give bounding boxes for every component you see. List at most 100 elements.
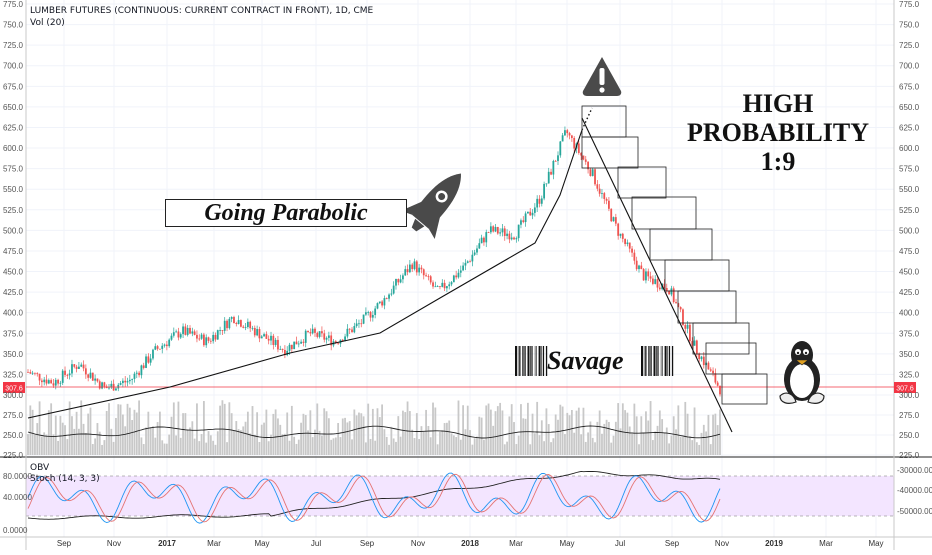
volume-bar bbox=[226, 442, 228, 455]
volume-bar bbox=[209, 435, 212, 455]
volume-bar bbox=[436, 444, 439, 455]
volume-bar bbox=[564, 434, 566, 455]
candle-body bbox=[462, 265, 465, 271]
volume-bar bbox=[501, 410, 504, 455]
time-axis[interactable]: Sep Nov 2017 Mar May Jul Sep Nov 2018 Mar May Jul Se… bbox=[57, 539, 884, 548]
price-tick-label-left: 625.0 bbox=[3, 123, 24, 132]
time-tick-label: May bbox=[254, 539, 269, 548]
candle-body bbox=[50, 380, 53, 384]
barcode-bar bbox=[641, 346, 643, 376]
candle-body bbox=[584, 159, 587, 162]
volume-bar bbox=[536, 401, 539, 455]
volume-bar bbox=[221, 400, 224, 455]
volume-bar bbox=[66, 439, 69, 455]
volume-bar bbox=[404, 412, 407, 455]
time-tick-label: May bbox=[559, 539, 574, 548]
volume-bar bbox=[483, 439, 485, 455]
candle-body bbox=[520, 220, 522, 225]
candle-body bbox=[293, 341, 296, 350]
volume-bar bbox=[256, 412, 259, 455]
volume-bar bbox=[103, 440, 106, 455]
volume-bar bbox=[84, 433, 87, 455]
candle-body bbox=[545, 183, 548, 185]
candle-body bbox=[142, 365, 145, 368]
time-tick-label: 2017 bbox=[158, 539, 176, 548]
price-tick-label-left: 550.0 bbox=[3, 185, 24, 194]
candle-body bbox=[327, 335, 330, 338]
volume-bar bbox=[411, 429, 414, 455]
candle-body bbox=[45, 379, 48, 384]
candle-body bbox=[686, 324, 689, 329]
barcode-bar bbox=[658, 346, 659, 376]
volume-bar bbox=[378, 417, 381, 455]
volume-bar bbox=[61, 422, 64, 455]
candle-body bbox=[536, 198, 539, 208]
volume-bar bbox=[388, 444, 390, 455]
volume-bar bbox=[323, 408, 326, 455]
volume-bar bbox=[656, 425, 659, 455]
price-tick-label: 750.0 bbox=[899, 21, 920, 30]
volume-bar bbox=[228, 402, 231, 455]
volume-bar bbox=[154, 437, 157, 455]
candle-body bbox=[406, 269, 409, 273]
volume-bar bbox=[573, 432, 576, 455]
candle-body bbox=[638, 265, 640, 270]
volume-bar bbox=[552, 438, 555, 455]
price-tick-label: 275.0 bbox=[899, 411, 920, 420]
candle-body bbox=[249, 321, 252, 329]
obv-path bbox=[27, 470, 721, 520]
volume-legend[interactable]: Vol (20) bbox=[30, 18, 65, 28]
volume-bar bbox=[344, 417, 346, 455]
candle-body bbox=[156, 346, 159, 349]
obv-legend[interactable]: OBV bbox=[30, 463, 50, 473]
stoch-d-line bbox=[27, 473, 721, 523]
candle-body bbox=[709, 369, 712, 371]
candle-body bbox=[434, 286, 437, 288]
candle-body bbox=[411, 264, 414, 270]
trend-line bbox=[581, 117, 733, 433]
candle-body bbox=[263, 334, 265, 337]
volume-bar bbox=[508, 416, 511, 455]
candle-body bbox=[515, 238, 518, 240]
candle-body bbox=[73, 364, 76, 367]
symbol-title[interactable]: LUMBER FUTURES (CONTINUOUS: CURRENT CONT… bbox=[30, 6, 374, 16]
volume-bar bbox=[369, 438, 372, 455]
price-axis-left[interactable]: 775.0 750.0 725.0 700.0 675.0 650.0 625.0 600.0… bbox=[3, 0, 24, 460]
time-tick-label: Jul bbox=[615, 539, 625, 548]
candle-body bbox=[485, 232, 488, 243]
barcode-bar bbox=[650, 346, 652, 376]
volume-bar bbox=[279, 424, 282, 455]
candle-body bbox=[223, 320, 226, 331]
volume-bar bbox=[605, 419, 608, 455]
volume-bar bbox=[147, 411, 150, 455]
candle-body bbox=[695, 340, 698, 354]
volume-bar bbox=[642, 432, 645, 455]
candle-body bbox=[316, 332, 319, 337]
candle-body bbox=[341, 339, 344, 342]
price-tick-label-left: 650.0 bbox=[3, 103, 24, 112]
candle-body bbox=[66, 374, 69, 376]
volume-bar bbox=[665, 427, 668, 455]
volume-bar bbox=[327, 418, 330, 455]
volume-bar bbox=[240, 430, 242, 455]
price-axis[interactable]: 775.0 750.0 725.0 700.0 675.0 650.0 625.0 600.0… bbox=[899, 0, 920, 460]
volume-bar bbox=[260, 424, 263, 455]
volume-bar bbox=[485, 405, 488, 455]
candle-body bbox=[436, 286, 439, 287]
volume-bar bbox=[334, 437, 337, 455]
price-tick-label-left: 750.0 bbox=[3, 21, 24, 30]
volume-bar bbox=[471, 444, 474, 455]
volume-bar bbox=[274, 409, 277, 455]
volume-bar bbox=[682, 436, 684, 455]
candle-body bbox=[499, 232, 502, 234]
price-tick-label: 625.0 bbox=[899, 123, 920, 132]
candle-body bbox=[443, 282, 446, 289]
candle-body bbox=[205, 337, 208, 346]
candle-body bbox=[68, 373, 71, 376]
penguin-icon bbox=[779, 341, 825, 404]
candle-body bbox=[527, 211, 529, 214]
candle-body bbox=[663, 283, 666, 289]
stoch-legend[interactable]: Stoch (14, 3, 3) bbox=[30, 474, 100, 484]
